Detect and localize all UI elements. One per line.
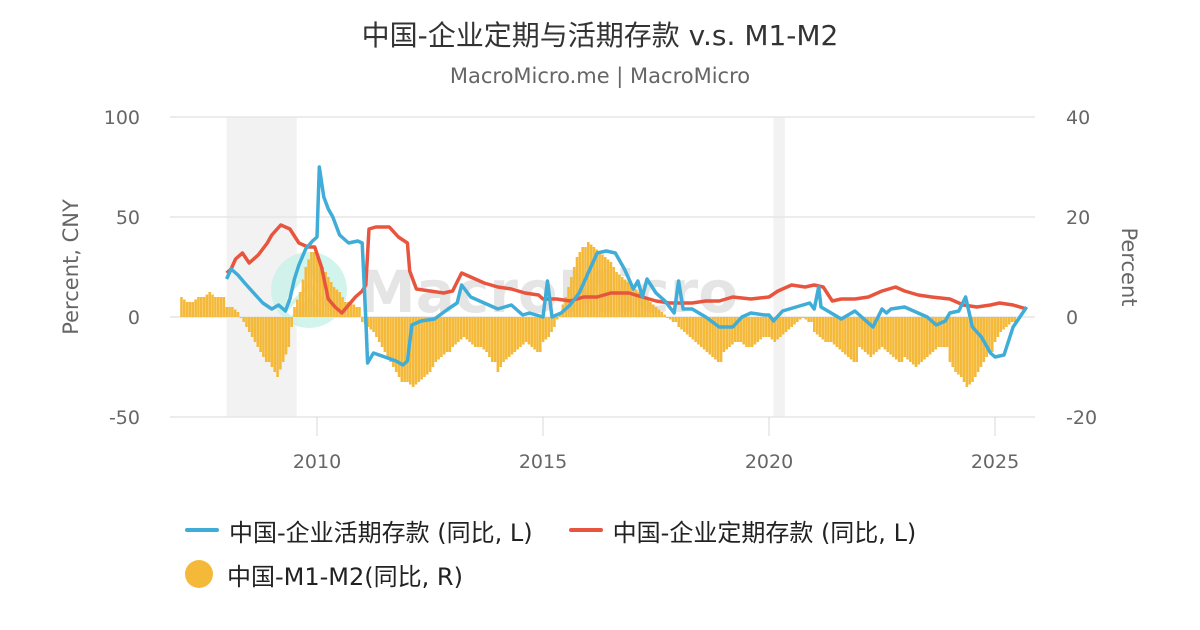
legend-line-icon <box>185 528 219 532</box>
chart-subtitle: MacroMicro.me | MacroMicro <box>449 64 751 88</box>
legend: 中国-企业活期存款 (同比, L) 中国-企业定期存款 (同比, L) 中国-M… <box>185 508 952 596</box>
legend-label: 中国-企业活期存款 (同比, L) <box>229 518 533 547</box>
x-tick-label: 2015 <box>519 451 567 473</box>
x-tick-label: 2010 <box>293 451 341 473</box>
legend-dot-icon <box>185 560 213 588</box>
x-tick-label: 2020 <box>745 451 793 473</box>
left-tick-label: 0 <box>128 307 140 329</box>
legend-label: 中国-企业定期存款 (同比, L) <box>612 518 917 547</box>
legend-line-icon <box>568 528 603 532</box>
legend-item-m1-m2[interactable]: 中国-M1-M2(同比, R) <box>185 557 463 592</box>
legend-item-time-deposit[interactable]: 中国-企业定期存款 (同比, L) <box>568 513 917 548</box>
right-tick-label: 0 <box>1066 307 1078 329</box>
legend-item-demand-deposit[interactable]: 中国-企业活期存款 (同比, L) <box>185 513 533 548</box>
left-tick-label: 100 <box>104 107 140 129</box>
demand-deposit-line <box>225 165 1029 367</box>
left-tick-label: -50 <box>109 407 140 429</box>
time-deposit-line <box>225 223 1028 315</box>
right-axis-title: Percent <box>1117 227 1141 306</box>
legend-label: 中国-M1-M2(同比, R) <box>227 562 463 591</box>
chart-title: 中国-企业定期与活期存款 v.s. M1-M2 <box>361 19 839 52</box>
right-tick-label: 40 <box>1066 107 1090 129</box>
left-axis-title: Percent, CNY <box>59 199 83 335</box>
right-tick-label: -20 <box>1066 407 1097 429</box>
x-tick-label: 2025 <box>971 451 1019 473</box>
right-tick-label: 20 <box>1066 207 1090 229</box>
left-tick-label: 50 <box>116 207 140 229</box>
axis-ticks: 100 40 50 20 0 0 -50 -20 2010 2015 2020 2025 <box>104 107 1097 473</box>
